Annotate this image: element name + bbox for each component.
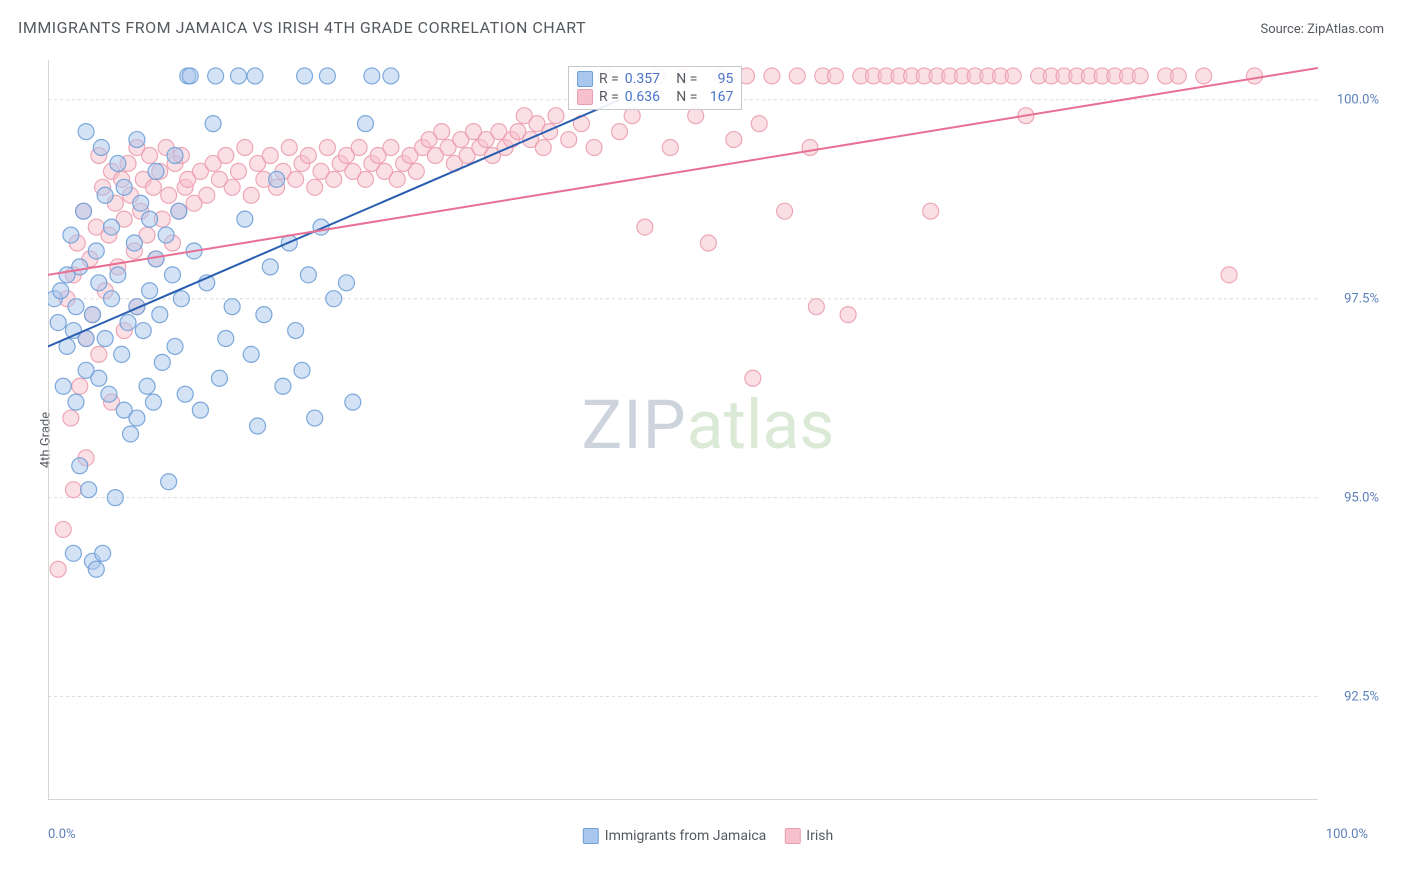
stat-r-value: 0.636 — [625, 89, 667, 105]
y-tick-label: 95.0% — [1324, 490, 1379, 505]
stat-n-label: N = — [673, 89, 698, 105]
chart-area: 4th Grade ZIPatlas R =0.357 N =95R =0.63… — [48, 60, 1368, 820]
stat-row-irish: R = 0.636 N = 167 — [577, 89, 733, 105]
legend-label-jamaica: Immigrants from Jamaica — [605, 828, 767, 844]
stat-n-value: 167 — [703, 89, 733, 105]
stat-swatch-icon — [577, 89, 593, 105]
stat-row-jamaica: R = 0.357 N = 95 — [577, 71, 733, 87]
legend-item-irish: Irish — [784, 828, 833, 844]
legend: Immigrants from Jamaica Irish — [583, 828, 833, 844]
stat-r-label: R = — [599, 71, 619, 87]
correlation-stats-box: R = 0.357 N = 95 R = 0.636 N = 167 — [568, 66, 742, 110]
chart-title: IMMIGRANTS FROM JAMAICA VS IRISH 4TH GRA… — [18, 18, 586, 37]
legend-swatch-jamaica — [583, 828, 599, 844]
y-tick-label: 92.5% — [1324, 689, 1379, 704]
legend-label-irish: Irish — [806, 828, 833, 844]
source-prefix: Source: — [1260, 22, 1307, 37]
x-tick-min: 0.0% — [48, 827, 76, 842]
legend-swatch-irish — [784, 828, 800, 844]
legend-item-jamaica: Immigrants from Jamaica — [583, 828, 767, 844]
source-name: ZipAtlas.com — [1307, 22, 1384, 37]
stat-r-value: 0.357 — [625, 71, 667, 87]
stat-n-label: N = — [673, 71, 698, 87]
stat-n-value: 95 — [703, 71, 733, 87]
x-tick-max: 100.0% — [1326, 827, 1368, 842]
source-attribution: Source: ZipAtlas.com — [1260, 22, 1384, 37]
stat-r-label: R = — [599, 89, 619, 105]
stat-swatch-icon — [577, 71, 593, 87]
y-tick-label: 100.0% — [1324, 92, 1379, 107]
y-tick-label: 97.5% — [1324, 291, 1379, 306]
scatter-plot — [48, 60, 1318, 800]
